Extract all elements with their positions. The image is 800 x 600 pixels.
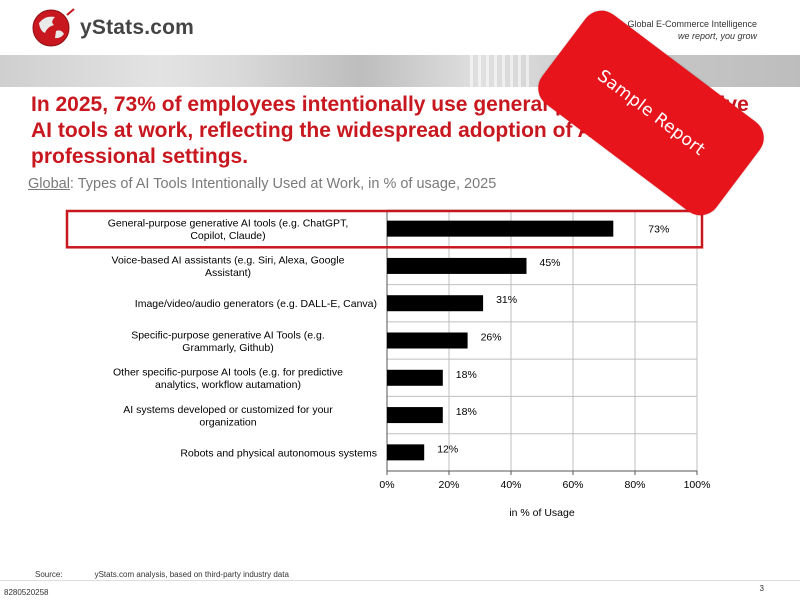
x-axis-title: in % of Usage (509, 507, 575, 519)
data-label: 18% (456, 406, 477, 418)
category-label: Specific-purpose generative AI Tools (e.… (131, 329, 325, 354)
source-label: Source: (35, 570, 63, 579)
data-label: 18% (456, 369, 477, 381)
globe-logo-icon (32, 8, 75, 47)
source-note: Source: yStats.com analysis, based on thi… (35, 570, 289, 579)
x-tick-label: 40% (500, 479, 521, 491)
subtitle-text: : Types of AI Tools Intentionally Used a… (69, 176, 497, 192)
watermark-text: Sample Report (593, 66, 709, 160)
category-label: Other specific-purpose AI tools (e.g. fo… (113, 367, 343, 392)
bar (387, 369, 443, 386)
category-label: General-purpose generative AI tools (e.g… (108, 217, 348, 242)
source-text: yStats.com analysis, based on third-part… (94, 570, 289, 579)
x-tick-label: 0% (379, 479, 394, 491)
tagline: Global E-Commerce Intelligence we report… (627, 18, 757, 42)
bar (387, 220, 614, 237)
document-id: 8280520258 (4, 588, 49, 597)
bar (387, 444, 425, 461)
subtitle-region[interactable]: Global (28, 176, 70, 192)
chart-subtitle: Global: Types of AI Tools Intentionally … (28, 176, 496, 192)
bar (387, 295, 484, 312)
category-label: Image/video/audio generators (e.g. DALL-… (135, 298, 377, 310)
header-band-decoration (470, 55, 530, 87)
tagline-line2: we report, you grow (677, 31, 757, 41)
category-label: Voice-based AI assistants (e.g. Siri, Al… (112, 255, 345, 280)
x-tick-label: 20% (438, 479, 459, 491)
highlight-box (65, 209, 704, 249)
ystats-logo: yStats.com (30, 6, 194, 50)
data-label: 31% (496, 294, 517, 306)
logo-text: yStats.com (80, 16, 195, 39)
footer-divider (0, 580, 800, 581)
x-tick-label: 100% (684, 479, 711, 491)
data-label: 45% (540, 257, 561, 269)
data-label: 26% (481, 332, 502, 344)
data-label: 12% (437, 443, 458, 455)
data-label: 73% (648, 224, 669, 236)
bar (387, 407, 443, 424)
bar (387, 257, 527, 274)
x-tick-label: 80% (624, 479, 645, 491)
category-label: AI systems developed or customized for y… (123, 404, 333, 429)
page-number: 3 (759, 584, 764, 593)
tagline-line1: Global E-Commerce Intelligence (627, 19, 757, 29)
category-label: Robots and physical autonomous systems (180, 447, 377, 459)
bar (387, 332, 468, 349)
x-tick-label: 60% (562, 479, 583, 491)
